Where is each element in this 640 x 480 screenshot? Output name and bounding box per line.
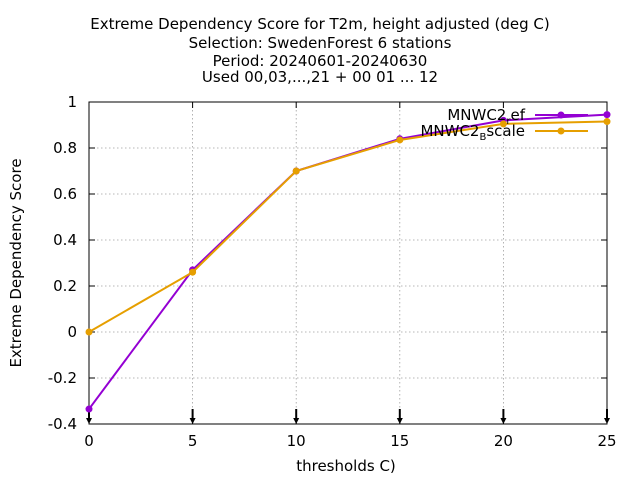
y-tick-label: 0 [67, 323, 77, 341]
x-tick-label: 15 [390, 432, 409, 450]
x-arrow-head [189, 418, 196, 424]
x-axis-label: thresholds C) [296, 457, 396, 475]
x-arrow-head [293, 418, 300, 424]
y-tick-label: -0.4 [48, 415, 77, 433]
y-tick-label: 0.6 [53, 185, 77, 203]
legend-label-1: MNWC2ref [447, 106, 525, 127]
data-point-series-1 [85, 405, 93, 413]
y-tick-label: -0.2 [48, 369, 77, 387]
chart-title-line-4: Used 00,03,...,21 + 00 01 ... 12 [201, 68, 439, 86]
series-line-2 [88, 120, 608, 333]
chart-title-line-2: Selection: SwedenForest 6 stations [188, 34, 452, 52]
x-tick-label: 0 [84, 432, 94, 450]
y-tick-label: 1 [67, 93, 77, 111]
data-point-series-1 [603, 111, 611, 119]
x-arrow-head [396, 418, 403, 424]
data-point-series-2 [292, 167, 300, 175]
x-arrow-head [86, 418, 92, 424]
y-tick-label: 0.2 [53, 277, 77, 295]
x-tick-label: 25 [597, 432, 616, 450]
x-arrow-head [604, 418, 610, 424]
plot-frame [88, 101, 608, 425]
y-tick-label: 0.8 [53, 139, 77, 157]
data-point-series-2 [396, 136, 404, 144]
x-tick-label: 20 [494, 432, 513, 450]
data-point-series-2 [499, 120, 507, 128]
y-tick-label: 0.4 [53, 231, 77, 249]
x-arrow-head [500, 418, 507, 424]
series-line-1 [88, 113, 608, 410]
data-point-series-2 [603, 118, 611, 126]
chart-title-line-1: Extreme Dependency Score for T2m, height… [90, 15, 550, 33]
chart-title-line-3: Period: 20240601-20240630 [212, 52, 428, 70]
legend-marker-1 [557, 111, 565, 119]
data-point-series-2 [189, 268, 197, 276]
x-tick-label: 10 [287, 432, 306, 450]
legend-label-2: MNWC2Bscale [420, 122, 525, 143]
legend-marker-2 [557, 127, 565, 135]
data-point-series-2 [85, 328, 93, 336]
x-tick-label: 5 [188, 432, 198, 450]
